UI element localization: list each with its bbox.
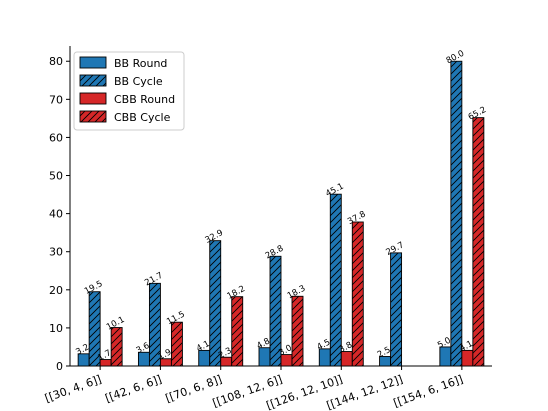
- bar-cbb-cycle: [472, 117, 485, 367]
- y-tick-label: 70: [49, 93, 63, 106]
- x-tick-label: [[30, 4, 6]]: [43, 373, 103, 405]
- bar-bb-cycle: [88, 291, 101, 367]
- y-tick-label: 0: [56, 360, 63, 373]
- y-tick-label: 40: [49, 208, 63, 221]
- bar-bb-cycle: [329, 193, 342, 367]
- y-tick-label: 30: [49, 246, 63, 259]
- bar-cbb-cycle: [110, 327, 123, 367]
- y-tick-label: 80: [49, 55, 63, 68]
- legend-swatch: [79, 56, 107, 69]
- legend-label: CBB Cycle: [114, 111, 171, 124]
- x-tick-label: [[154, 6, 16]]: [392, 373, 465, 410]
- legend-swatch: [79, 74, 107, 87]
- y-tick-label: 20: [49, 284, 63, 297]
- y-tick-label: 10: [49, 322, 63, 335]
- y-tick-label: 50: [49, 170, 63, 183]
- bar-bb-cycle: [390, 252, 403, 367]
- legend-label: BB Cycle: [114, 75, 163, 88]
- bar-cbb-cycle: [231, 296, 244, 367]
- bar-bb-cycle: [269, 255, 282, 367]
- bar-cbb-cycle: [170, 321, 183, 367]
- bar-cbb-cycle: [351, 221, 364, 367]
- y-tick-label: 60: [49, 131, 63, 144]
- legend-swatch: [79, 110, 107, 123]
- legend-swatch: [79, 92, 107, 105]
- x-tick-label: [[42, 6, 6]]: [103, 373, 163, 405]
- bar-bb-cycle: [209, 240, 222, 367]
- bar-bb-cycle: [148, 282, 161, 367]
- legend-label: CBB Round: [114, 93, 175, 106]
- bar-bb-cycle: [450, 60, 463, 367]
- bar-cbb-cycle: [291, 295, 304, 367]
- legend-label: BB Round: [114, 57, 167, 70]
- legend-box: [73, 51, 185, 131]
